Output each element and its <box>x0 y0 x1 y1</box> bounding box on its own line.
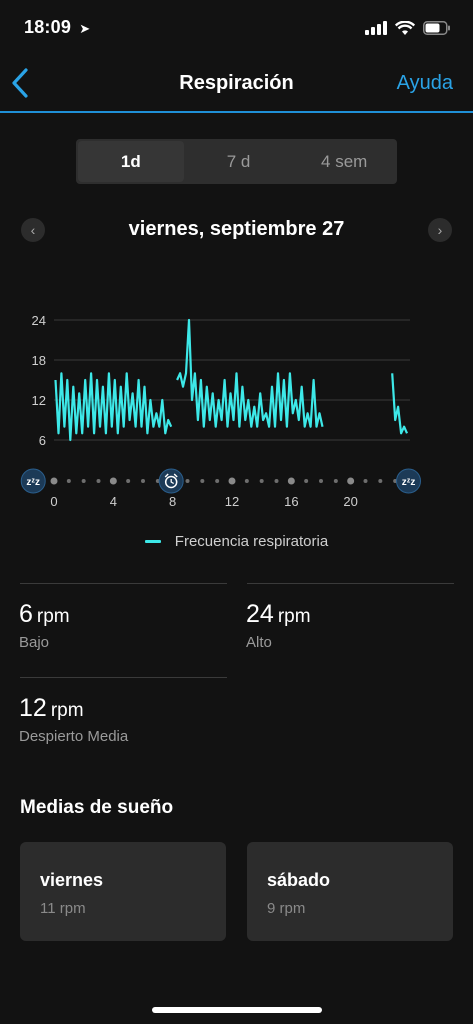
timeline-dot <box>287 477 295 485</box>
back-chevron-icon[interactable] <box>8 66 32 100</box>
timeline-dot <box>81 479 86 483</box>
alarm-clock-hands <box>170 479 175 485</box>
timeline-dot <box>363 479 368 483</box>
timeline-dot <box>304 479 309 483</box>
next-day-button[interactable]: › <box>428 218 452 242</box>
period-segmented-control: 1d 7 d 4 sem <box>76 139 397 184</box>
battery-icon <box>423 21 450 35</box>
stat-value: 6 rpm <box>19 600 70 628</box>
card-value: 11 rpm <box>40 900 86 917</box>
status-time: 18:09 ➤ <box>24 17 91 37</box>
sleep-card-saturday[interactable]: sábado 9 rpm <box>247 842 453 941</box>
timeline-dot <box>109 477 117 485</box>
y-tick-label: 24 <box>32 313 46 328</box>
stat-divider <box>20 677 227 678</box>
prev-day-button[interactable]: ‹ <box>21 218 45 242</box>
y-tick-label: 12 <box>32 393 46 408</box>
zzz-icon-bg <box>396 468 422 494</box>
timeline-dot <box>50 477 58 485</box>
timeline-dot <box>96 479 101 483</box>
home-indicator[interactable] <box>152 1007 322 1013</box>
x-tick-label: 8 <box>169 494 176 509</box>
timeline-dot <box>228 477 236 485</box>
stat-divider <box>247 583 454 584</box>
stat-low: 6 rpm Bajo <box>19 600 70 651</box>
cellular-signal-icon <box>365 21 387 35</box>
x-tick-label: 16 <box>284 494 298 509</box>
x-tick-label: 0 <box>50 494 57 509</box>
respiration-chart: 24 18 12 6 zᶻz zᶻz 0 4 8 12 16 20 <box>20 313 422 509</box>
stat-label: Alto <box>246 634 272 651</box>
timeline-dot <box>274 479 279 483</box>
timeline-dot <box>244 479 249 483</box>
zzz-icon: zᶻz <box>396 468 422 494</box>
chart-legend: Frecuencia respiratoria <box>0 533 473 550</box>
timeline-dot <box>200 479 205 483</box>
series-line <box>176 318 324 428</box>
card-value: 9 rpm <box>267 900 306 917</box>
timeline-dot <box>66 479 71 483</box>
legend-label: Frecuencia respiratoria <box>174 533 329 550</box>
alarm-clock-face <box>164 475 178 489</box>
zzz-icon-bg <box>20 468 46 494</box>
zzz-icon-glyph: zᶻz <box>26 477 40 488</box>
legend-swatch <box>144 540 161 543</box>
timeline-dot <box>141 479 145 483</box>
timeline-dot <box>378 479 383 483</box>
stat-high: 24 rpm Alto <box>246 600 311 651</box>
tab-7d[interactable]: 7 d <box>226 151 251 171</box>
alarm-clock-bells <box>164 473 178 478</box>
timeline-dot <box>347 477 355 485</box>
timeline-dot <box>126 479 131 483</box>
nav-divider <box>0 111 473 113</box>
y-tick-label: 6 <box>39 433 46 448</box>
stat-label: Despierto Media <box>19 728 129 745</box>
timeline-dot <box>259 479 264 483</box>
card-day: viernes <box>40 870 104 890</box>
date-title: viernes, septiembre 27 <box>128 218 345 240</box>
stat-awake-average: 12 rpm Despierto Media <box>19 694 128 745</box>
help-button[interactable]: Ayuda <box>396 72 453 94</box>
zzz-icon-glyph: zᶻz <box>402 477 416 488</box>
alarm-clock-icon <box>158 468 184 494</box>
sleep-averages-title: Medias de sueño <box>20 797 174 818</box>
card-day: sábado <box>267 870 331 890</box>
zzz-icon: zᶻz <box>20 468 46 494</box>
timeline-dot <box>319 479 323 483</box>
location-arrow-icon: ➤ <box>79 21 91 36</box>
stat-label: Bajo <box>19 634 50 651</box>
chevron-right-icon: › <box>437 222 443 238</box>
x-tick-label: 12 <box>225 494 239 509</box>
series-line <box>54 372 173 442</box>
sleep-card-friday[interactable]: viernes 11 rpm <box>20 842 226 941</box>
x-tick-label: 20 <box>343 494 357 509</box>
wifi-icon <box>395 20 415 35</box>
stat-value: 24 rpm <box>246 600 311 628</box>
tab-1d[interactable]: 1d <box>78 141 184 182</box>
status-icons <box>365 18 451 38</box>
stat-divider <box>20 583 227 584</box>
tab-4sem[interactable]: 4 sem <box>321 151 368 171</box>
stat-value: 12 rpm <box>19 694 84 722</box>
page-title: Respiración <box>179 72 294 94</box>
timeline-dot <box>215 479 220 483</box>
series-line <box>391 373 409 435</box>
timeline-dot <box>333 479 338 483</box>
timeline-dot <box>185 479 190 483</box>
chevron-left-icon: ‹ <box>30 222 36 238</box>
y-tick-label: 18 <box>32 353 46 368</box>
x-tick-label: 4 <box>110 494 117 509</box>
